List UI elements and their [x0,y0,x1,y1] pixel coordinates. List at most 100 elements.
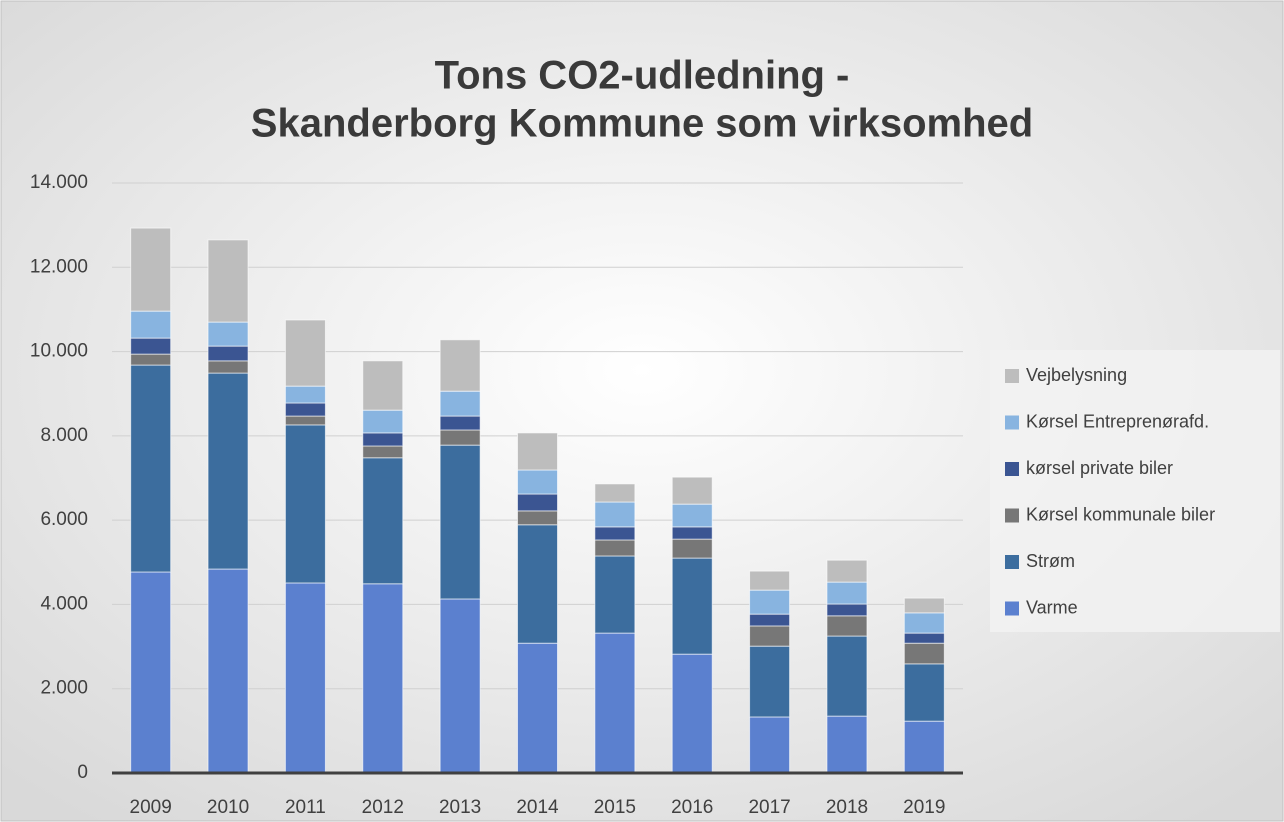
bar-segment [284,402,326,417]
bar-segment [362,360,404,411]
legend-swatch [1005,462,1019,476]
bar-segment [130,353,172,366]
y-tick-label: 2.000 [40,678,88,699]
bar-segment [826,715,868,774]
bar-segment [362,445,404,459]
chart-title: Skanderborg Kommune som virksomhed [251,102,1033,146]
bar-segment [207,372,249,570]
bar-segment [130,571,172,774]
bar-segment [749,645,791,718]
bar-segment [903,612,945,634]
legend-label: Vejbelysning [1026,365,1127,385]
bar-segment [207,568,249,774]
chart-title: Tons CO2-udledning - [435,54,850,98]
bar-segment [671,538,713,559]
x-tick-label: 2009 [130,797,172,818]
bar-segment [749,589,791,615]
bar-segment [903,597,945,614]
bar-segment [826,615,868,637]
bar-segment [826,581,868,605]
bar-segment [517,642,558,774]
y-tick-label: 10.000 [30,341,88,362]
bar-segment [517,524,558,644]
bar-segment [749,613,791,627]
bar-segment [671,476,713,505]
y-tick-label: 0 [77,762,88,783]
bar-segment [594,555,636,634]
bar-segment [439,390,481,417]
bar-segment [439,444,481,600]
bar-segment [284,424,326,584]
legend-swatch [1005,369,1019,383]
y-tick-label: 12.000 [30,256,88,277]
x-tick-label: 2015 [594,797,636,818]
legend-swatch [1005,555,1019,569]
bar-segment [671,526,713,540]
bar-segment [284,415,326,426]
bar-segment [207,345,249,362]
bar-segment [517,469,558,495]
bar-segment [594,526,636,541]
legend-label: Kørsel kommunale biler [1026,504,1215,524]
bar-segment [362,583,404,774]
x-tick-label: 2013 [439,797,481,818]
bar-segment [284,319,326,387]
bar-segment [671,503,713,528]
bar-segment [439,429,481,446]
bar-segment [517,432,558,471]
legend-label: Varme [1026,597,1078,617]
bar-segment [903,720,945,774]
x-tick-label: 2012 [362,797,404,818]
y-tick-label: 8.000 [40,425,88,446]
bar-segment [826,635,868,717]
legend-label: Strøm [1026,551,1075,571]
bar-segment [439,598,481,774]
x-tick-label: 2010 [207,797,249,818]
bar-segment [207,321,249,347]
bar-segment [749,625,791,647]
bar-segment [594,632,636,774]
y-tick-label: 14.000 [30,172,88,193]
legend-label: Kørsel Entreprenørafd. [1026,411,1209,431]
bar-segment [362,409,404,434]
bar-segment [517,493,558,512]
x-tick-label: 2017 [748,797,790,818]
legend-box [990,350,1280,632]
bar-segment [671,557,713,655]
bar-segment [130,364,172,573]
bar-segment [362,432,404,447]
y-tick-label: 4.000 [40,593,88,614]
bar-segment [903,632,945,644]
bar-segment [826,559,868,583]
bar-segment [207,239,249,323]
bar-segment [826,603,868,617]
x-tick-label: 2018 [826,797,868,818]
bar-segment [439,415,481,431]
bar-segment [207,360,249,374]
bar-segment [362,457,404,585]
bar-segment [749,570,791,591]
bar-segment [130,337,172,355]
bar-segment [284,385,326,404]
bar-segment [749,716,791,774]
bar-segment [594,483,636,503]
x-tick-label: 2011 [285,797,326,818]
bar-segment [284,582,326,774]
bar-segment [130,310,172,339]
bar-segment [439,339,481,392]
bar-segment [594,539,636,557]
bar-segment [903,663,945,722]
legend-swatch [1005,508,1019,523]
bar-segment [517,510,558,526]
bar-segment [130,227,172,312]
bar-segment [594,501,636,528]
legend-swatch [1005,415,1019,430]
x-tick-label: 2016 [671,797,713,818]
legend-swatch [1005,601,1019,616]
x-tick-label: 2014 [516,797,559,818]
bar-segment [671,653,713,774]
bar-segment [903,642,945,665]
y-tick-label: 6.000 [40,509,88,530]
legend-label: kørsel private biler [1026,458,1173,478]
